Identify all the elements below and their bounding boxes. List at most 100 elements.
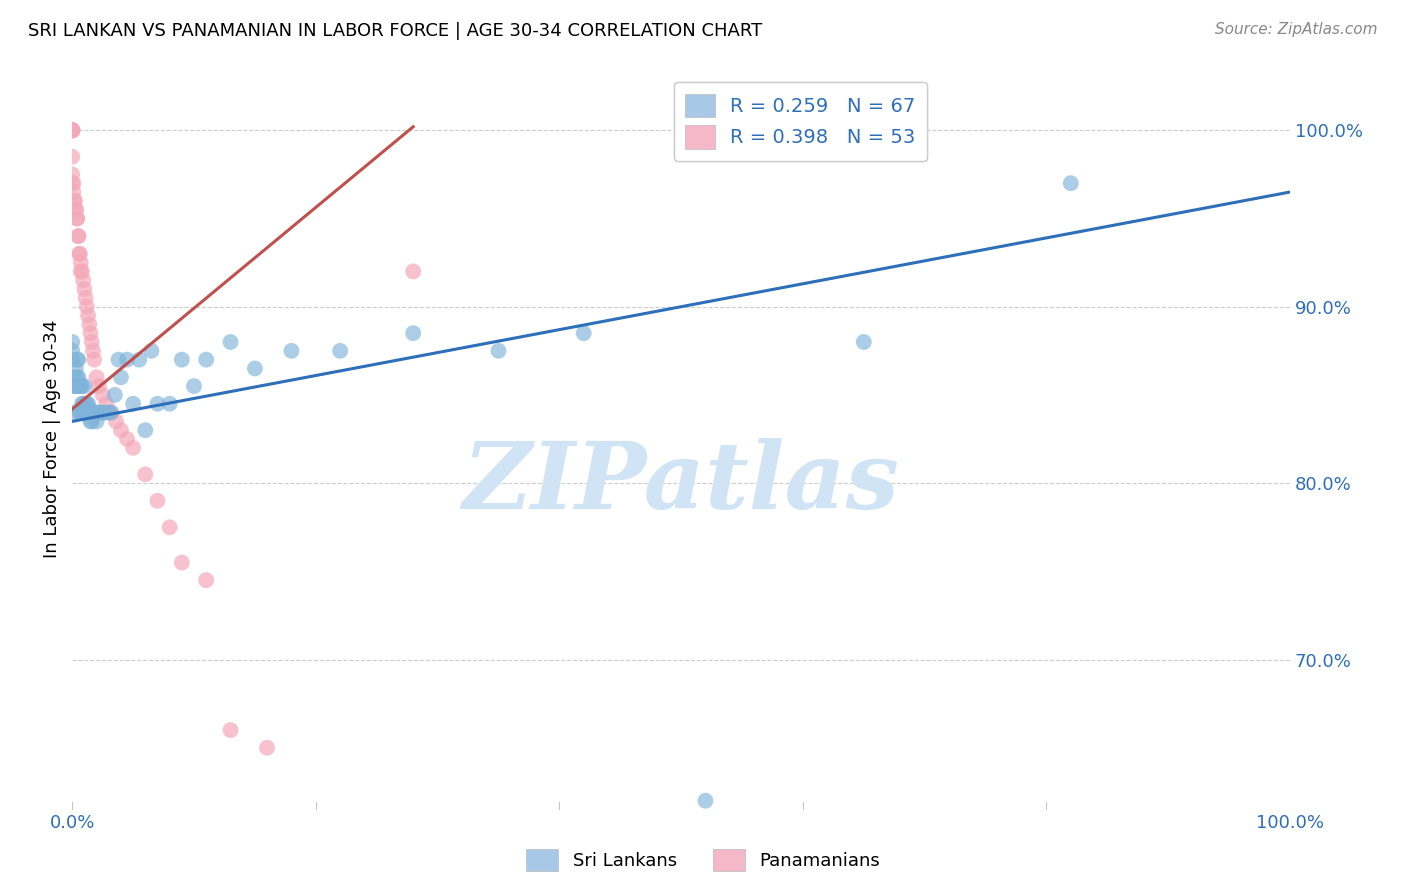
Point	[63, 379, 86, 393]
Point	[159, 520, 181, 534]
Point	[60, 123, 83, 137]
Point	[695, 794, 717, 808]
Point	[329, 343, 352, 358]
Point	[84, 406, 107, 420]
Point	[572, 326, 595, 341]
Point	[96, 397, 118, 411]
Text: Source: ZipAtlas.com: Source: ZipAtlas.com	[1215, 22, 1378, 37]
Point	[62, 185, 84, 199]
Point	[62, 176, 84, 190]
Point	[77, 406, 100, 420]
Point	[69, 247, 91, 261]
Point	[91, 388, 114, 402]
Point	[60, 176, 83, 190]
Point	[60, 406, 83, 420]
Point	[60, 123, 83, 137]
Point	[73, 406, 96, 420]
Point	[82, 406, 104, 420]
Point	[122, 397, 145, 411]
Point	[75, 291, 97, 305]
Point	[77, 309, 100, 323]
Point	[73, 379, 96, 393]
Point	[60, 352, 83, 367]
Point	[63, 194, 86, 208]
Point	[87, 406, 110, 420]
Point	[170, 556, 193, 570]
Point	[69, 264, 91, 278]
Point	[67, 352, 90, 367]
Point	[76, 300, 98, 314]
Point	[66, 211, 89, 226]
Text: ZIPatlas: ZIPatlas	[463, 439, 900, 528]
Point	[73, 282, 96, 296]
Point	[60, 343, 83, 358]
Point	[87, 406, 110, 420]
Point	[115, 352, 138, 367]
Point	[65, 202, 87, 217]
Point	[134, 467, 156, 482]
Point	[402, 326, 425, 341]
Legend: R = 0.259   N = 67, R = 0.398   N = 53: R = 0.259 N = 67, R = 0.398 N = 53	[673, 82, 927, 161]
Point	[77, 406, 100, 420]
Point	[87, 379, 110, 393]
Point	[183, 379, 205, 393]
Point	[134, 423, 156, 437]
Point	[63, 370, 86, 384]
Point	[195, 352, 218, 367]
Point	[65, 361, 87, 376]
Point	[72, 406, 94, 420]
Point	[80, 414, 103, 428]
Point	[60, 150, 83, 164]
Point	[105, 414, 128, 428]
Point	[65, 379, 87, 393]
Point	[77, 397, 100, 411]
Point	[107, 352, 129, 367]
Point	[243, 361, 266, 376]
Point	[60, 123, 83, 137]
Point	[60, 123, 83, 137]
Point	[146, 397, 169, 411]
Point	[67, 229, 90, 244]
Point	[66, 370, 89, 384]
Point	[67, 379, 90, 393]
Point	[60, 123, 83, 137]
Point	[104, 388, 127, 402]
Point	[94, 406, 117, 420]
Point	[60, 334, 83, 349]
Point	[63, 194, 86, 208]
Point	[65, 202, 87, 217]
Point	[60, 123, 83, 137]
Point	[195, 573, 218, 587]
Point	[402, 264, 425, 278]
Point	[83, 406, 105, 420]
Point	[79, 406, 101, 420]
Point	[60, 379, 83, 393]
Point	[256, 740, 278, 755]
Point	[100, 406, 122, 420]
Point	[69, 379, 91, 393]
Point	[72, 273, 94, 287]
Point	[79, 326, 101, 341]
Point	[70, 397, 93, 411]
Point	[69, 406, 91, 420]
Point	[83, 352, 105, 367]
Point	[86, 370, 108, 384]
Point	[79, 414, 101, 428]
Point	[100, 406, 122, 420]
Point	[115, 432, 138, 446]
Point	[67, 370, 90, 384]
Point	[146, 493, 169, 508]
Legend: Sri Lankans, Panamanians: Sri Lankans, Panamanians	[519, 842, 887, 879]
Point	[70, 379, 93, 393]
Point	[76, 397, 98, 411]
Point	[86, 414, 108, 428]
Point	[1060, 176, 1083, 190]
Point	[82, 343, 104, 358]
Point	[488, 343, 510, 358]
Point	[80, 334, 103, 349]
Point	[70, 264, 93, 278]
Point	[69, 379, 91, 393]
Point	[141, 343, 163, 358]
Point	[90, 406, 112, 420]
Point	[219, 334, 242, 349]
